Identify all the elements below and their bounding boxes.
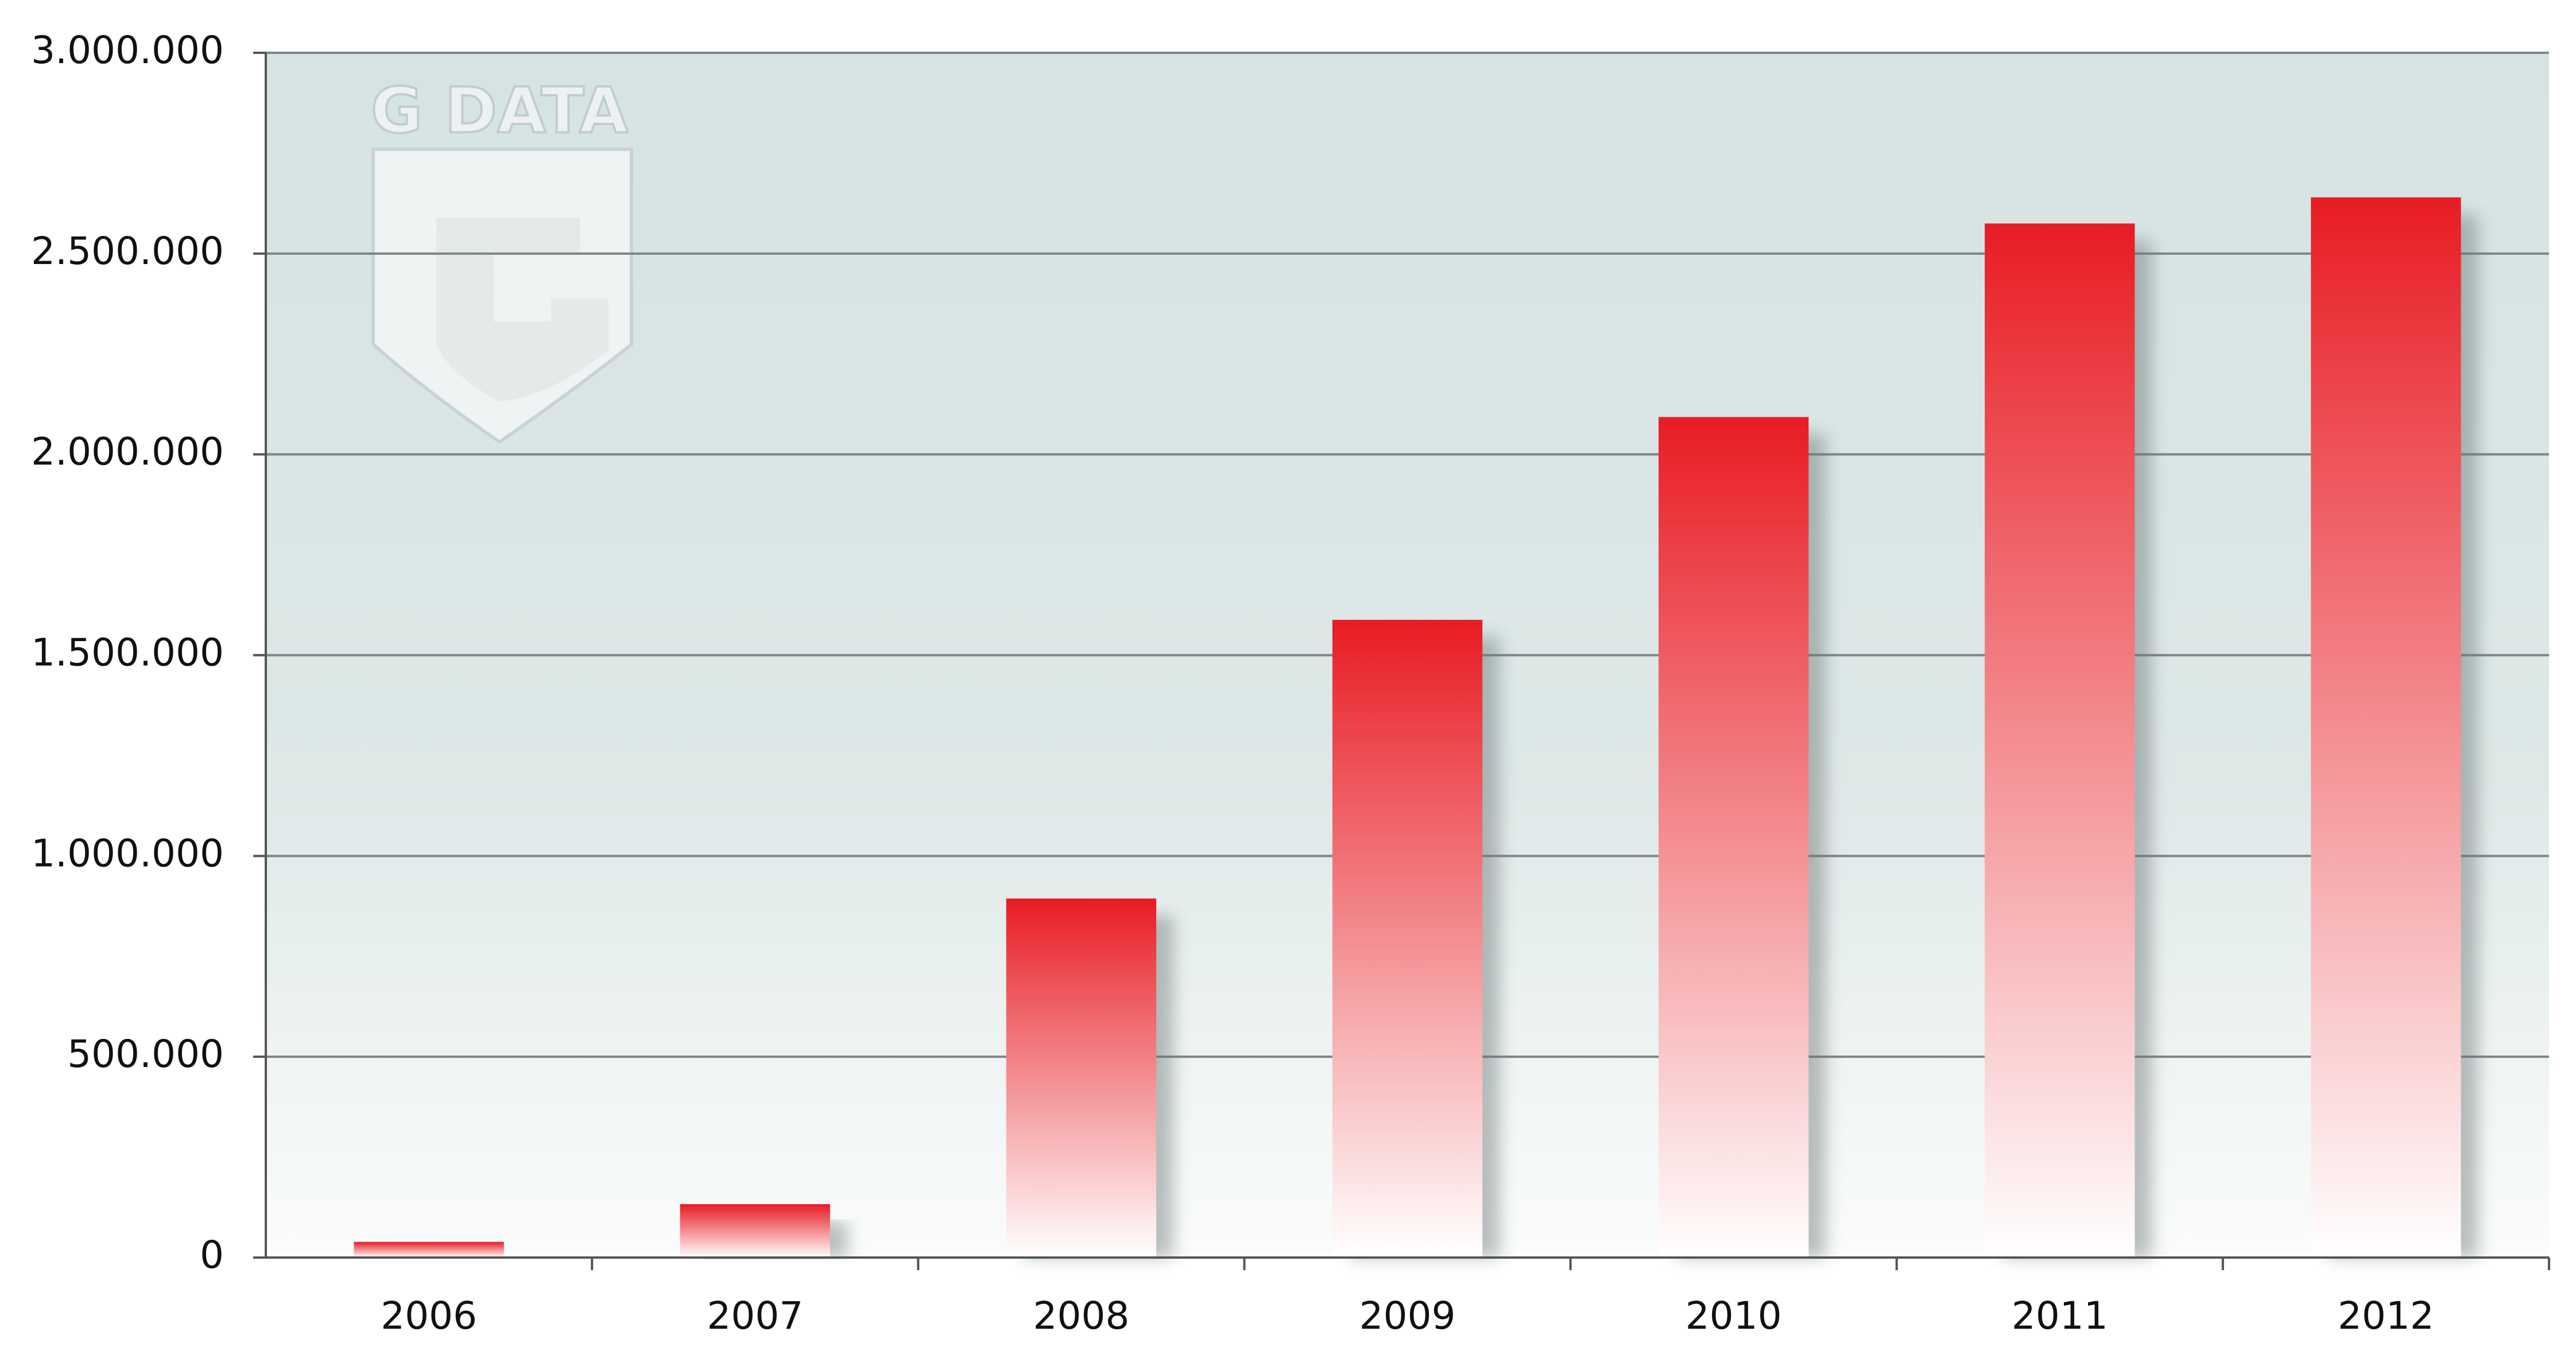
y-tick-label: 3.000.000 <box>31 28 224 72</box>
logo-text: G DATA <box>371 73 628 147</box>
x-tick-label: 2009 <box>1359 1294 1456 1338</box>
bar <box>680 1204 830 1258</box>
y-tick-label: 0 <box>200 1233 224 1277</box>
x-tick-label: 2006 <box>381 1294 477 1338</box>
x-tick-label: 2010 <box>1686 1294 1782 1338</box>
bar <box>1006 898 1157 1258</box>
y-tick-label: 1.000.000 <box>31 831 224 875</box>
bar <box>2311 197 2461 1258</box>
x-tick-label: 2008 <box>1033 1294 1129 1338</box>
bar <box>1658 417 1809 1258</box>
x-tick-label: 2007 <box>707 1294 803 1338</box>
y-tick-label: 2.000.000 <box>31 430 224 474</box>
x-tick-label: 2011 <box>2012 1294 2108 1338</box>
y-tick-label: 500.000 <box>67 1032 224 1076</box>
bar <box>1985 223 2135 1258</box>
x-tick-label: 2012 <box>2338 1294 2434 1338</box>
y-tick-label: 2.500.000 <box>31 229 224 273</box>
logo: G DATA <box>370 72 633 444</box>
bar <box>1332 619 1483 1258</box>
y-tick-label: 1.500.000 <box>31 631 224 675</box>
bar <box>354 1241 504 1258</box>
